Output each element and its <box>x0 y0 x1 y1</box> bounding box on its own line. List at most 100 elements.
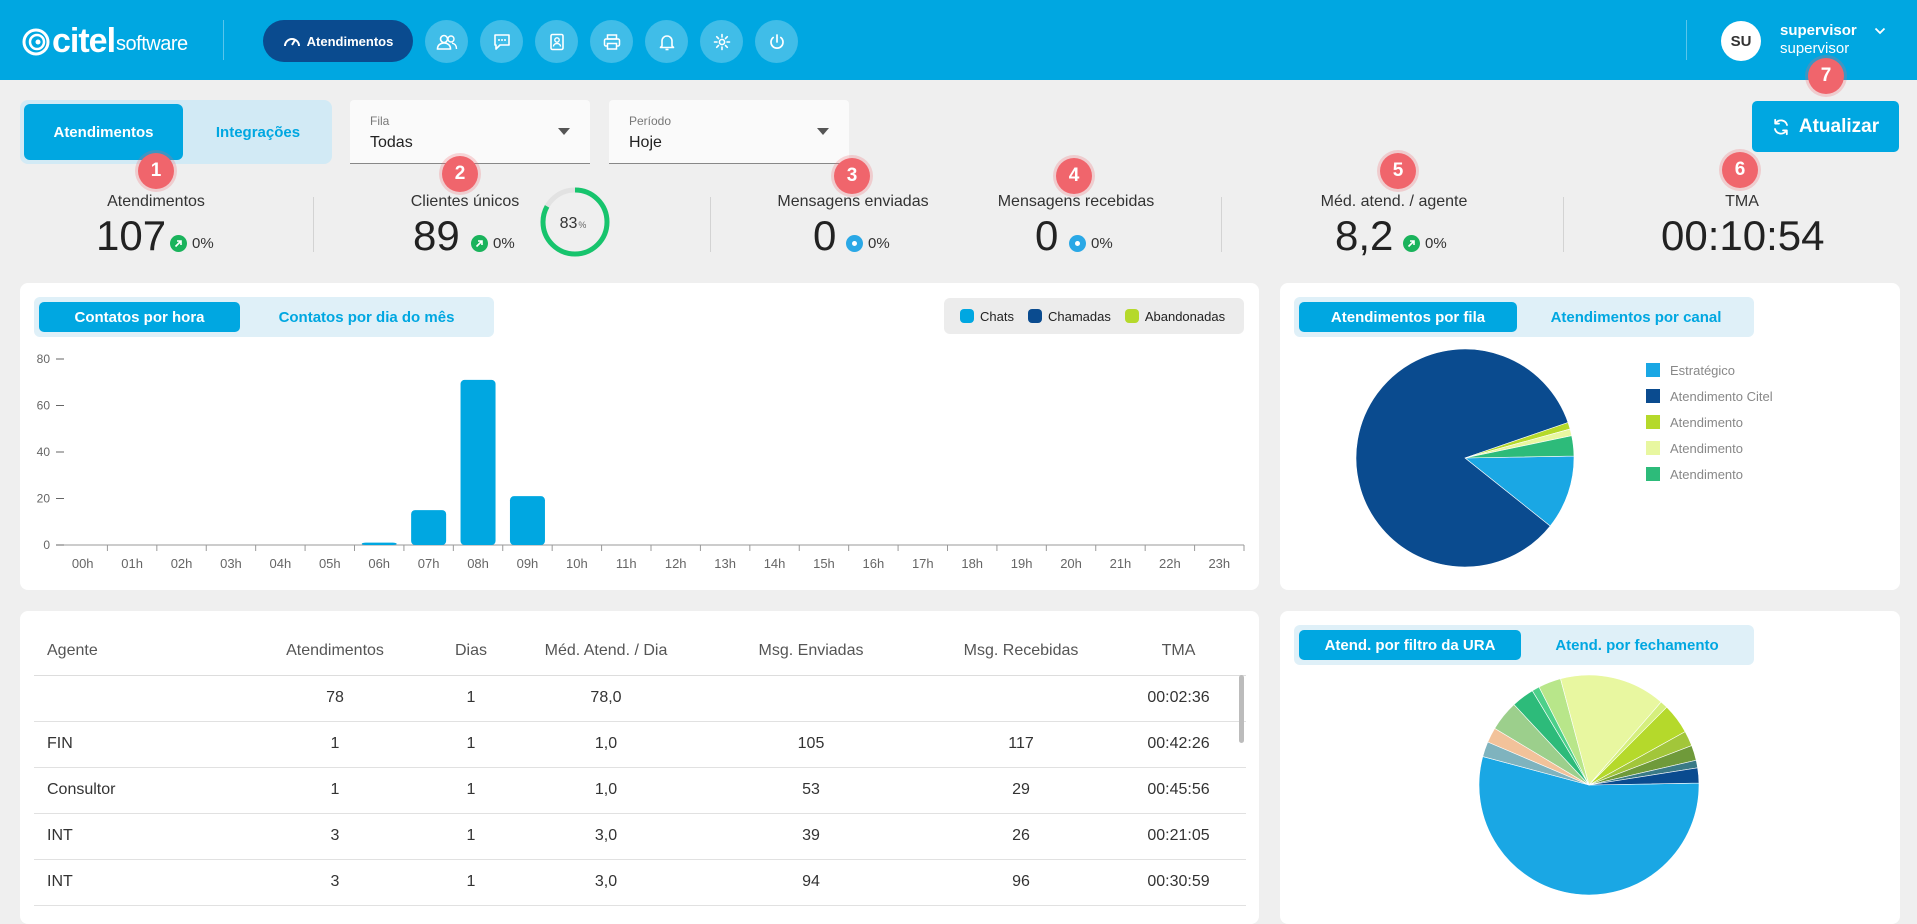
kpi-enviadas-label: Mensagens enviadas <box>777 193 929 210</box>
legend-item[interactable]: Atendimento <box>1646 435 1773 461</box>
queue-select-value: Todas <box>370 134 413 151</box>
tab-por-fechamento[interactable]: Atend. por fechamento <box>1555 636 1719 654</box>
legend-item[interactable]: Atendimento <box>1646 461 1773 487</box>
nav-notifications-button[interactable] <box>645 20 688 63</box>
legend-item[interactable]: Chamadas <box>1027 309 1111 324</box>
nav-contacts-button[interactable] <box>535 20 578 63</box>
ura-chart-tabs: Atend. por filtro da URA Atend. por fech… <box>1294 625 1754 665</box>
table-cell: 26 <box>931 813 1111 860</box>
nav-settings-button[interactable] <box>700 20 743 63</box>
period-select-label: Período <box>629 114 672 128</box>
user-role: supervisor <box>1780 40 1850 57</box>
x-tick-label: 02h <box>171 556 193 571</box>
nav-atendimentos-label: Atendimentos <box>306 33 394 49</box>
table-cell: INT <box>34 813 249 860</box>
table-cell: 78,0 <box>521 675 691 722</box>
column-header[interactable]: Atendimentos <box>249 627 421 676</box>
table-cell: FIN <box>34 721 249 768</box>
queue-pie-slice <box>1464 435 1575 459</box>
kpi-divider <box>1221 197 1222 252</box>
table-row[interactable]: INT 3 1 3,0 94 96 00:30:59 <box>34 859 1246 906</box>
table-cell: 00:45:56 <box>1111 767 1246 814</box>
kpi-atendimentos-delta-value: 0% <box>192 235 214 252</box>
chart-bar <box>361 542 397 545</box>
tab-contatos-por-dia[interactable]: Contatos por dia do mês <box>278 308 455 326</box>
hourly-chart-tabs: Contatos por hora Contatos por dia do mê… <box>34 297 494 337</box>
x-tick-label: 00h <box>72 556 94 571</box>
queue-select[interactable]: Fila Todas <box>350 100 590 164</box>
kpi-divider <box>313 197 314 252</box>
legend-swatch <box>1646 363 1660 377</box>
y-tick-label: 40 <box>37 445 51 459</box>
tab-contatos-por-hora[interactable]: Contatos por hora <box>39 302 240 332</box>
citel-logo[interactable]: citel software <box>22 22 188 61</box>
x-tick-label: 10h <box>566 556 588 571</box>
kpi-recebidas-label: Mensagens recebidas <box>997 193 1155 210</box>
legend-item[interactable]: Atendimento <box>1646 409 1773 435</box>
legend-item[interactable]: Chats <box>960 309 1014 324</box>
trend-up-icon <box>1403 235 1420 252</box>
column-header[interactable]: TMA <box>1111 627 1246 676</box>
kpi-clientes-delta: 0% <box>471 235 515 252</box>
nav-chat-button[interactable] <box>480 20 523 63</box>
clientes-gauge: 83% <box>539 186 611 258</box>
tour-step-badge[interactable]: 1 <box>138 153 174 189</box>
table-row[interactable]: Consultor 1 1 1,0 53 29 00:45:56 <box>34 767 1246 814</box>
column-header[interactable]: Msg. Enviadas <box>691 627 931 676</box>
tour-step-badge[interactable]: 5 <box>1380 153 1416 189</box>
tour-step-badge[interactable]: 4 <box>1056 158 1092 194</box>
table-row[interactable]: FIN 1 1 1,0 105 117 00:42:26 <box>34 721 1246 768</box>
bell-icon <box>659 34 674 50</box>
queue-chart-tabs: Atendimentos por fila Atendimentos por c… <box>1294 297 1754 337</box>
table-row[interactable]: 78 1 78,0 00:02:36 <box>34 675 1246 722</box>
top-navigation-bar: citel software Atendimentos SU superviso… <box>0 0 1917 80</box>
nav-print-button[interactable] <box>590 20 633 63</box>
column-header[interactable]: Msg. Recebidas <box>931 627 1111 676</box>
tour-step-badge[interactable]: 7 <box>1808 58 1844 94</box>
kpi-clientes-label: Clientes únicos <box>410 193 520 210</box>
kpi-recebidas-value: 0 <box>1035 212 1059 259</box>
legend-item[interactable]: Estratégico <box>1646 357 1773 383</box>
tour-step-badge[interactable]: 6 <box>1722 152 1758 188</box>
chevron-down-icon[interactable] <box>1874 27 1886 35</box>
table-cell: 3,0 <box>521 813 691 860</box>
gauge-value: 83 <box>560 215 578 232</box>
kpi-tma-value: 00:10:54 <box>1661 212 1825 259</box>
nav-logout-button[interactable] <box>755 20 798 63</box>
tour-step-badge[interactable]: 2 <box>442 156 478 192</box>
table-scrollbar[interactable] <box>1239 675 1244 743</box>
queue-pie-slice <box>1464 455 1575 527</box>
legend-item[interactable]: Atendimento Citel <box>1646 383 1773 409</box>
table-cell: 1 <box>249 767 421 814</box>
tour-step-badge[interactable]: 3 <box>834 158 870 194</box>
table-cell: INT <box>34 859 249 906</box>
user-name[interactable]: supervisor <box>1780 22 1857 39</box>
table-cell: 3 <box>249 813 421 860</box>
hourly-chart-legend: Chats Chamadas Abandonadas <box>944 298 1244 334</box>
nav-users-button[interactable] <box>425 20 468 63</box>
nav-atendimentos-button[interactable]: Atendimentos <box>263 20 413 62</box>
user-avatar[interactable]: SU <box>1721 21 1761 61</box>
column-header[interactable]: Agente <box>34 627 249 676</box>
tab-integracoes[interactable]: Integrações <box>215 123 301 141</box>
queue-pie-slice <box>1355 348 1569 568</box>
period-select[interactable]: Período Hoje <box>609 100 849 164</box>
table-cell: 29 <box>931 767 1111 814</box>
chart-bar <box>509 496 545 545</box>
column-header[interactable]: Dias <box>421 627 521 676</box>
legend-swatch <box>1646 467 1660 481</box>
trend-up-icon <box>170 235 187 252</box>
svg-text:83%: 83% <box>560 215 587 232</box>
tab-atendimentos-por-fila[interactable]: Atendimentos por fila <box>1299 302 1517 332</box>
table-row[interactable]: INT 3 1 3,0 39 26 00:21:05 <box>34 813 1246 860</box>
kpi-media-delta-value: 0% <box>1425 235 1447 252</box>
legend-item[interactable]: Abandonadas <box>1124 309 1225 324</box>
x-tick-label: 01h <box>121 556 143 571</box>
table-cell: 1 <box>421 767 521 814</box>
column-header[interactable]: Méd. Atend. / Dia <box>521 627 691 676</box>
tab-filtro-ura[interactable]: Atend. por filtro da URA <box>1299 630 1521 660</box>
tab-atendimentos[interactable]: Atendimentos <box>24 104 183 160</box>
table-cell: 1 <box>421 675 521 722</box>
tab-atendimentos-por-canal[interactable]: Atendimentos por canal <box>1550 308 1722 326</box>
refresh-button[interactable]: Atualizar <box>1752 101 1899 152</box>
